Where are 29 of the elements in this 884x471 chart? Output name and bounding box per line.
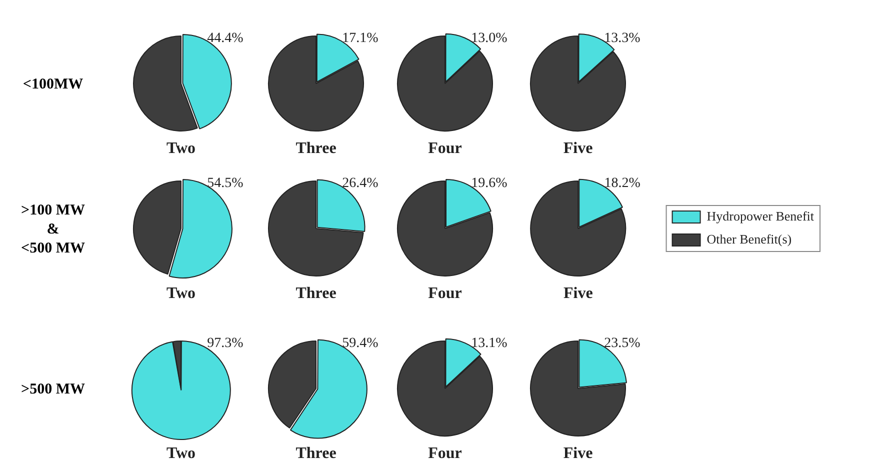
text: Four <box>428 140 462 157</box>
data-label: 19.6% <box>471 176 508 192</box>
text: Four <box>428 285 462 302</box>
data-label: 13.0% <box>471 31 508 46</box>
text: Three <box>296 140 336 157</box>
text: Five <box>563 285 593 302</box>
data-label: 13.1% <box>471 336 508 352</box>
text: Two <box>166 285 196 302</box>
legend-label: Other Benefit(s) <box>706 231 792 246</box>
data-label: 26.4% <box>342 176 379 192</box>
data-label: 23.5% <box>604 336 641 352</box>
data-label: 18.2% <box>604 176 641 192</box>
text: Two <box>166 140 196 157</box>
data-label: 97.3% <box>207 336 244 352</box>
text: Three <box>296 285 336 302</box>
text: Five <box>563 140 593 157</box>
data-label: 59.4% <box>342 336 379 352</box>
data-label: 44.4% <box>207 31 244 46</box>
text: Four <box>428 445 462 462</box>
legend-label: Hydropower Benefit <box>706 208 814 224</box>
text: >100 MW & <500 MW <box>20 202 86 258</box>
text: Three <box>296 445 336 462</box>
text: >500 MW <box>20 380 86 400</box>
text: Two <box>166 445 196 462</box>
text: <100MW <box>22 76 84 94</box>
data-label: 17.1% <box>342 31 379 46</box>
text: Five <box>563 445 593 462</box>
data-label: 13.3% <box>604 31 641 46</box>
data-label: 54.5% <box>207 176 244 192</box>
